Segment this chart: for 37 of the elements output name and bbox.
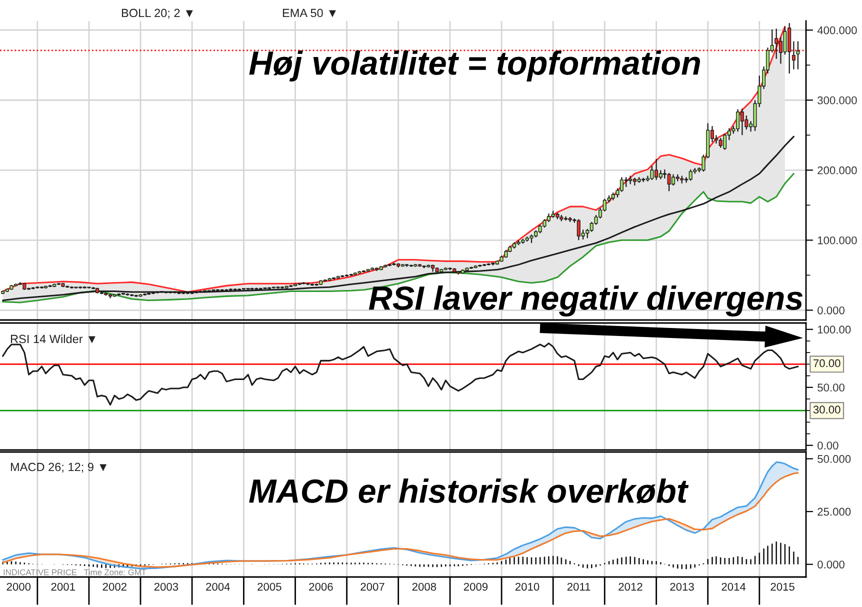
x-tick-label: 2006 xyxy=(309,582,333,591)
annotation: MACD er historisk overkøbt xyxy=(249,478,689,504)
x-tick-label: 2015 xyxy=(770,582,794,591)
ref-line-label: 30.00 xyxy=(813,406,840,414)
y-tick-label: 0.000 xyxy=(818,560,844,568)
y-tick-label: 300.000 xyxy=(818,96,857,104)
x-tick-label: 2007 xyxy=(360,582,384,591)
y-tick-label: 100.00 xyxy=(818,326,851,334)
annotation: MACD 26; 12; 9 ▼ xyxy=(10,462,107,473)
x-tick-label: 2005 xyxy=(258,582,282,591)
y-tick-label: 0.00 xyxy=(818,442,838,450)
ref-line-label: 70.00 xyxy=(814,359,840,368)
x-tick-label: 2013 xyxy=(670,582,694,591)
x-tick-label: 2010 xyxy=(515,582,540,591)
x-tick-label: 2001 xyxy=(51,582,75,591)
y-tick-label: 100.000 xyxy=(818,236,857,244)
x-tick-label: 2011 xyxy=(567,582,590,591)
x-tick-label: 2008 xyxy=(412,582,436,591)
x-tick-label: 2014 xyxy=(722,582,746,591)
y-tick-label: 25.000 xyxy=(818,508,851,516)
x-tick-label: 2002 xyxy=(102,582,126,591)
x-tick-label: 2003 xyxy=(154,582,178,591)
annotation: RSI 14 Wilder ▼ xyxy=(10,334,96,344)
annotation: Høj volatilitet = topformation xyxy=(249,50,700,82)
y-tick-label: 0.000 xyxy=(818,306,844,314)
y-tick-label: 400.000 xyxy=(817,26,857,34)
y-tick-label: 200.000 xyxy=(818,166,857,174)
x-tick-label: 2000 xyxy=(6,582,31,591)
annotation: RSI laver negativ divergens xyxy=(368,285,803,317)
x-tick-label: 2004 xyxy=(206,582,230,591)
y-tick-label: 50.00 xyxy=(818,384,844,392)
text: EMA 50 ▼ xyxy=(282,8,336,18)
y-tick-label: 50.000 xyxy=(818,455,851,463)
x-tick-label: 2009 xyxy=(464,582,488,591)
text: BOLL 20; 2 ▼ xyxy=(122,8,193,19)
annotation: INDICATIVE PRICE Time Zone: GMT xyxy=(4,569,146,576)
x-tick-label: 2012 xyxy=(618,582,642,591)
